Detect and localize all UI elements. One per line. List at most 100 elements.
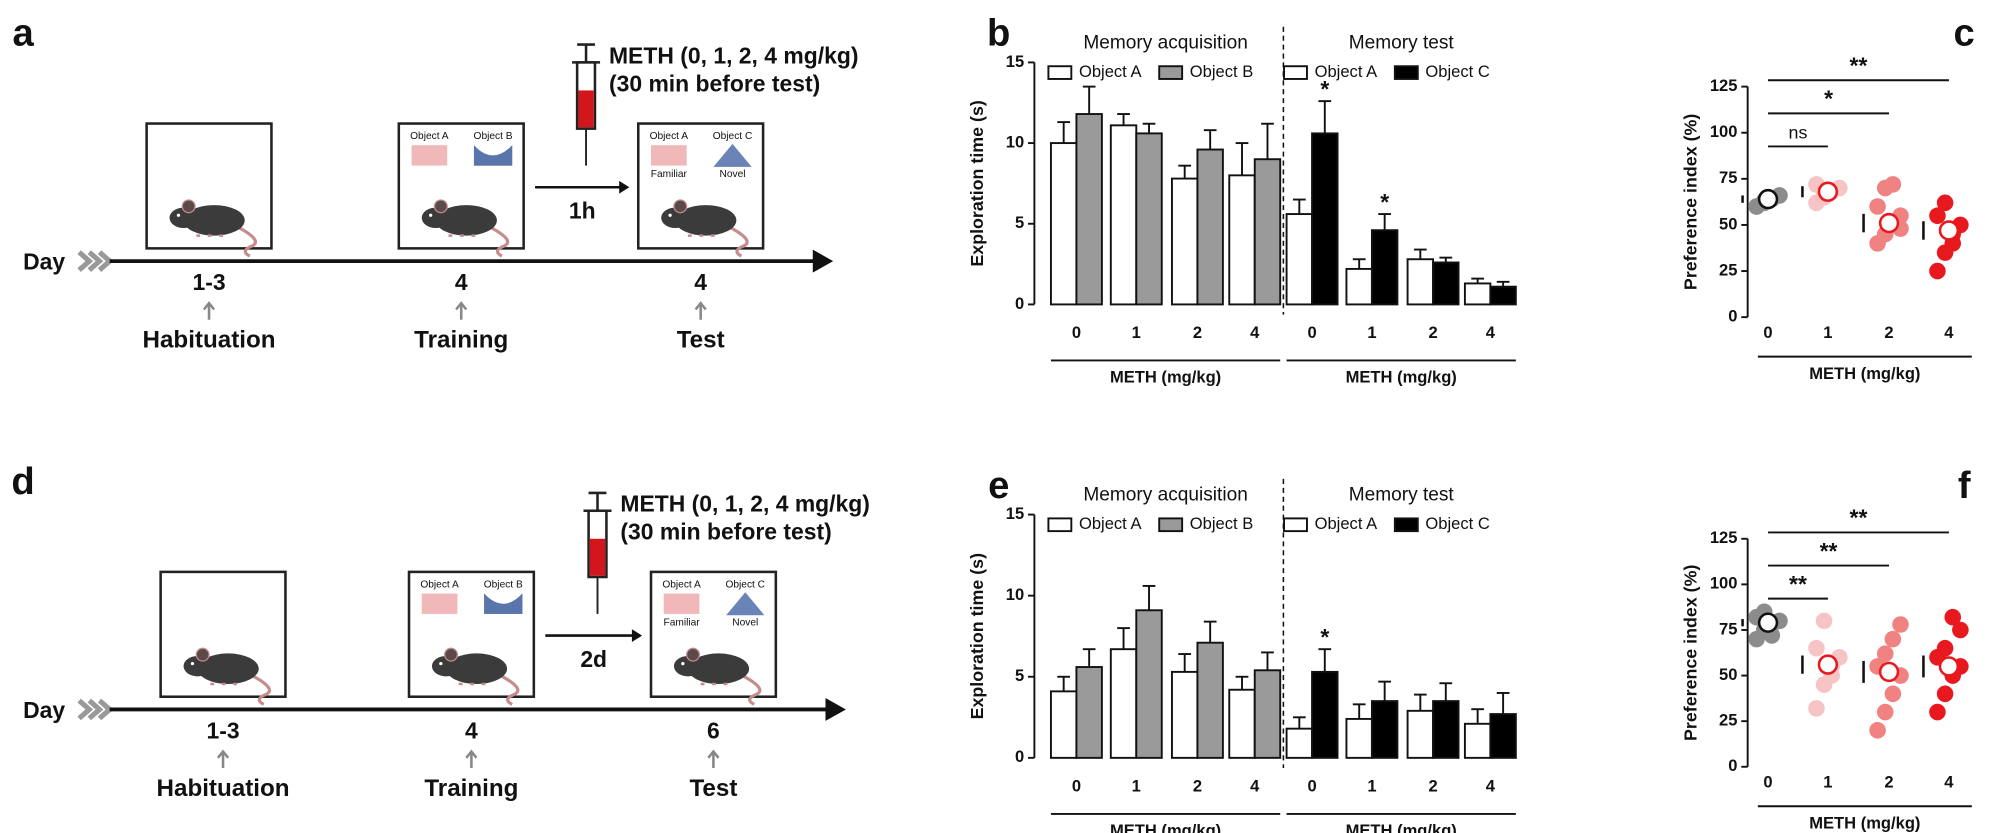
mouse-body: [183, 205, 245, 236]
x-tick-label: 1: [1132, 777, 1141, 796]
significance-mark: *: [1320, 624, 1329, 650]
group-title: Memory test: [1349, 485, 1455, 506]
mouse-body: [687, 653, 750, 684]
bar: [1370, 229, 1399, 306]
y-tick-label: 5: [1015, 213, 1024, 232]
bar: [1432, 700, 1460, 759]
comparison-label: **: [1850, 505, 1868, 531]
mouse-ear: [433, 199, 448, 214]
object-label: Object B: [474, 131, 513, 142]
bar: [1253, 669, 1282, 759]
day-arrow: [694, 301, 707, 320]
data-point: [1952, 621, 1969, 639]
data-point: [1929, 207, 1946, 224]
bar: [1049, 142, 1078, 306]
x-axis-label: METH (mg/kg): [1110, 368, 1221, 387]
x-tick-label: 2: [1884, 773, 1893, 792]
stage-label: Habituation: [143, 327, 276, 354]
x-tick-label: 4: [1486, 777, 1496, 796]
data-point: [1876, 645, 1894, 662]
x-tick-label: 2: [1428, 323, 1437, 342]
data-point: [1884, 176, 1902, 193]
legend-swatch: [1393, 65, 1419, 80]
day-arrow: [707, 749, 720, 769]
mouse-tail: [491, 226, 510, 258]
day-number: 1-3: [206, 717, 239, 743]
legend-swatch: [1158, 517, 1184, 533]
data-point: [1936, 685, 1954, 703]
mouse-icon: [431, 647, 520, 706]
y-tick-label: 10: [1006, 585, 1024, 604]
syringe-liquid: [589, 538, 606, 576]
mouse-eye: [190, 661, 195, 666]
mouse-icon: [183, 647, 271, 706]
panel-label: f: [1958, 464, 1971, 507]
comparison-label: **: [1850, 53, 1868, 79]
bar: [1075, 113, 1103, 306]
bar: [1049, 690, 1078, 759]
data-point: [1884, 685, 1902, 703]
bar: [1285, 213, 1314, 306]
injection-text: (30 min before test): [609, 70, 820, 96]
x-tick-label: 4: [1250, 323, 1260, 342]
bar: [1489, 285, 1517, 306]
day-arrow: [465, 749, 478, 769]
bar: [1196, 148, 1224, 306]
x-tick-label: 2: [1428, 777, 1437, 796]
object-a: [663, 593, 700, 614]
mouse-eye: [429, 213, 433, 217]
data-point: [1929, 262, 1946, 280]
x-tick-label: 0: [1072, 777, 1081, 796]
mouse-icon: [661, 199, 749, 258]
bar: [1170, 670, 1199, 759]
x-tick-label: 0: [1763, 773, 1772, 792]
legend-label: Object A: [1315, 62, 1378, 81]
interval-arrowhead: [631, 629, 643, 642]
x-tick-label: 0: [1307, 777, 1316, 796]
injection-text: METH (0, 1, 2, 4 mg/kg): [609, 42, 858, 68]
y-tick-label: 10: [1006, 132, 1024, 151]
bar: [1489, 713, 1517, 759]
object-c: [726, 592, 765, 616]
mouse-ear: [444, 647, 459, 662]
mean-marker: [1757, 188, 1779, 210]
day-axis-label: Day: [23, 249, 65, 275]
object-label: Object A: [650, 131, 689, 142]
y-tick-label: 50: [1719, 665, 1737, 684]
mean-marker: [1878, 661, 1900, 683]
x-tick-label: 4: [1486, 323, 1496, 342]
legend-label: Object C: [1425, 514, 1489, 533]
legend-label: Object A: [1079, 62, 1142, 81]
mean-marker: [1938, 656, 1960, 677]
y-tick-label: 0: [1015, 294, 1024, 313]
y-axis-label: Preference index (%): [1680, 565, 1700, 741]
bar: [1170, 177, 1199, 306]
mouse-ear: [181, 199, 196, 214]
day-number: 4: [694, 269, 707, 295]
legend-label: Object B: [1190, 514, 1253, 533]
bar: [1109, 124, 1138, 306]
legend-swatch: [1393, 517, 1419, 533]
mouse-ear: [673, 199, 688, 214]
panel-label: e: [988, 464, 1009, 507]
mouse-body: [445, 653, 508, 684]
legend-label: Object B: [1190, 62, 1253, 81]
group-title: Memory acquisition: [1083, 485, 1247, 506]
y-tick-label: 0: [1728, 756, 1737, 775]
x-tick-label: 0: [1307, 323, 1316, 342]
y-tick-label: 25: [1719, 260, 1737, 279]
y-tick-label: 5: [1015, 666, 1024, 685]
day-arrow: [202, 301, 216, 320]
x-tick-label: 1: [1367, 777, 1376, 796]
mouse-body: [675, 205, 737, 236]
mouse-icon: [421, 199, 510, 258]
day-number: 6: [707, 717, 720, 743]
object-a: [411, 145, 448, 166]
x-tick-label: 1: [1132, 323, 1141, 342]
mouse-ear: [195, 647, 210, 662]
mouse-eye: [681, 661, 685, 666]
data-point: [1936, 639, 1954, 657]
syringe-liquid: [578, 90, 594, 128]
y-tick-label: 25: [1719, 711, 1737, 730]
